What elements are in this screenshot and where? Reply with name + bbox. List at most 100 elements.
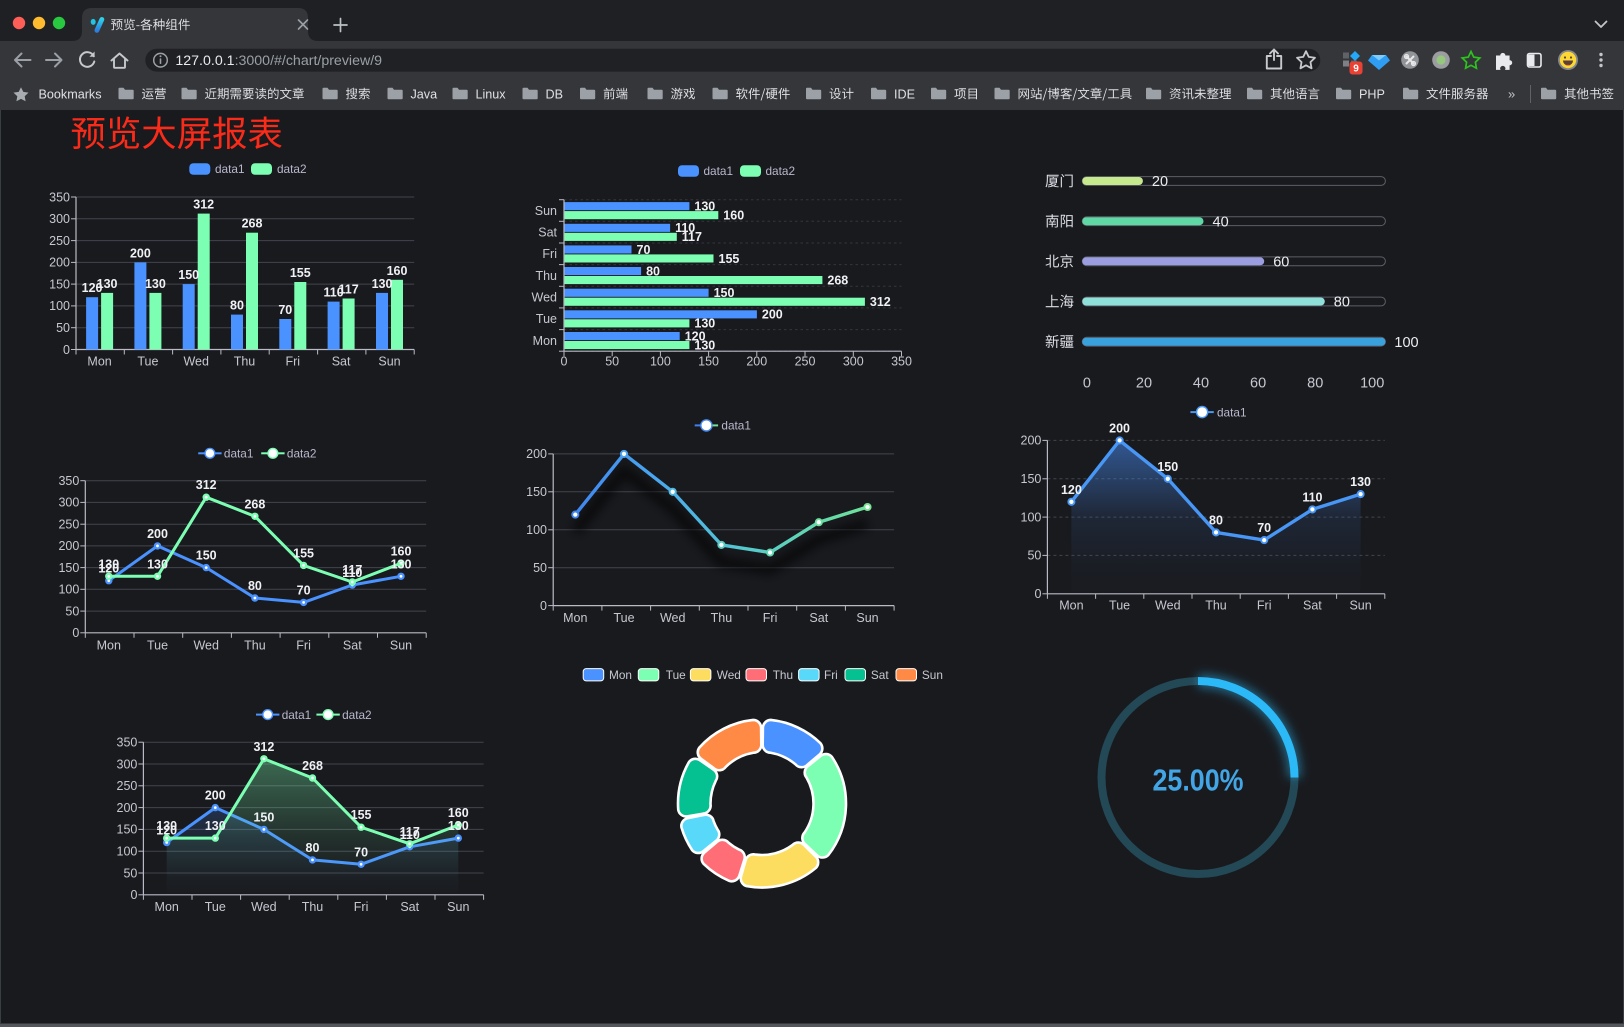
svg-text:data2: data2 — [766, 164, 796, 178]
svg-text:Fri: Fri — [542, 247, 557, 261]
svg-text:200: 200 — [1109, 421, 1130, 435]
svg-text:100: 100 — [1394, 335, 1418, 351]
svg-text:Tue: Tue — [1109, 599, 1130, 613]
svg-text:120: 120 — [82, 281, 103, 295]
svg-text:130: 130 — [694, 338, 715, 352]
svg-text:300: 300 — [843, 355, 864, 369]
svg-text:Sat: Sat — [538, 226, 557, 240]
svg-text:60: 60 — [1273, 255, 1289, 271]
svg-text:200: 200 — [49, 256, 70, 270]
svg-text:100: 100 — [526, 523, 547, 537]
svg-text:312: 312 — [196, 478, 217, 492]
svg-text:50: 50 — [605, 355, 619, 369]
svg-text:160: 160 — [723, 209, 744, 223]
svg-text:312: 312 — [253, 740, 274, 754]
svg-text:127.0.0.1:3000/#/chart/preview: 127.0.0.1:3000/#/chart/preview/9 — [175, 53, 382, 69]
svg-text:130: 130 — [372, 277, 393, 291]
svg-text:data1: data1 — [282, 708, 312, 722]
svg-text:100: 100 — [650, 355, 671, 369]
svg-text:350: 350 — [49, 190, 70, 204]
svg-text:Fri: Fri — [286, 355, 301, 369]
svg-text:120: 120 — [98, 562, 119, 576]
svg-text:117: 117 — [400, 825, 420, 839]
svg-text:Mon: Mon — [87, 355, 111, 369]
svg-text:70: 70 — [637, 243, 651, 257]
svg-text:Sat: Sat — [343, 639, 362, 653]
svg-text:80: 80 — [646, 264, 660, 278]
svg-text:Mon: Mon — [155, 900, 179, 914]
svg-text:100: 100 — [49, 299, 70, 313]
svg-text:Wed: Wed — [1155, 599, 1181, 613]
svg-text:200: 200 — [147, 527, 168, 541]
svg-text:312: 312 — [193, 198, 214, 212]
svg-text:Mon: Mon — [533, 334, 557, 348]
svg-text:200: 200 — [58, 539, 79, 553]
svg-text:Tue: Tue — [613, 611, 634, 625]
svg-text:Thu: Thu — [535, 269, 557, 283]
svg-text:130: 130 — [147, 557, 168, 571]
svg-text:150: 150 — [253, 810, 274, 824]
svg-text:100: 100 — [1360, 376, 1384, 392]
svg-text:100: 100 — [1021, 510, 1042, 524]
svg-text:110: 110 — [400, 828, 420, 842]
svg-text:160: 160 — [387, 264, 408, 278]
svg-text:0: 0 — [130, 888, 137, 902]
svg-text:350: 350 — [117, 736, 138, 750]
svg-text:250: 250 — [49, 234, 70, 248]
svg-text:Mon: Mon — [609, 668, 632, 682]
svg-text:200: 200 — [526, 447, 547, 461]
svg-text:268: 268 — [827, 273, 848, 287]
svg-text:Mon: Mon — [1059, 599, 1083, 613]
svg-text:150: 150 — [117, 823, 138, 837]
svg-text:Sun: Sun — [922, 668, 943, 682]
svg-text:70: 70 — [1257, 521, 1271, 535]
svg-text:200: 200 — [1021, 434, 1042, 448]
svg-text:50: 50 — [533, 561, 547, 575]
svg-text:50: 50 — [56, 321, 70, 335]
svg-text:Sat: Sat — [1303, 599, 1322, 613]
svg-text:data1: data1 — [215, 162, 245, 176]
svg-text:155: 155 — [351, 808, 372, 822]
svg-text:120: 120 — [685, 329, 706, 343]
svg-text:Thu: Thu — [773, 668, 793, 682]
svg-text:300: 300 — [117, 757, 138, 771]
svg-text:Fri: Fri — [354, 900, 369, 914]
svg-text:Mon: Mon — [563, 611, 587, 625]
svg-text:130: 130 — [145, 277, 166, 291]
svg-text:Wed: Wed — [717, 668, 741, 682]
svg-text:130: 130 — [98, 557, 119, 571]
svg-text:80: 80 — [230, 299, 244, 313]
svg-text:100: 100 — [58, 583, 79, 597]
svg-text:Thu: Thu — [302, 900, 324, 914]
svg-text:data1: data1 — [721, 419, 751, 433]
svg-text:data2: data2 — [342, 708, 372, 722]
svg-text:70: 70 — [278, 303, 292, 317]
svg-text:Wed: Wed — [532, 291, 558, 305]
svg-text:Thu: Thu — [244, 639, 266, 653]
svg-text:155: 155 — [293, 546, 314, 560]
svg-text:0: 0 — [72, 626, 79, 640]
svg-text:250: 250 — [795, 355, 816, 369]
svg-text:Wed: Wed — [660, 611, 686, 625]
svg-text:20: 20 — [1152, 174, 1168, 190]
svg-text:Sun: Sun — [447, 900, 469, 914]
svg-text:80: 80 — [1209, 513, 1223, 527]
svg-text:80: 80 — [1307, 376, 1323, 392]
svg-text:0: 0 — [540, 599, 547, 613]
svg-text:160: 160 — [391, 544, 412, 558]
svg-text:0: 0 — [1083, 376, 1091, 392]
svg-text:200: 200 — [746, 355, 767, 369]
svg-text:0: 0 — [63, 343, 70, 357]
svg-text:150: 150 — [526, 485, 547, 499]
svg-text:0: 0 — [561, 355, 568, 369]
svg-text:117: 117 — [339, 283, 359, 297]
svg-text:130: 130 — [156, 819, 177, 833]
svg-text:130: 130 — [448, 819, 469, 833]
svg-text:117: 117 — [342, 563, 362, 577]
svg-text:150: 150 — [698, 355, 719, 369]
svg-text:250: 250 — [58, 518, 79, 532]
svg-text:25.00%: 25.00% — [1153, 763, 1244, 798]
svg-text:150: 150 — [196, 549, 217, 563]
svg-text:130: 130 — [205, 819, 226, 833]
svg-text:250: 250 — [117, 779, 138, 793]
